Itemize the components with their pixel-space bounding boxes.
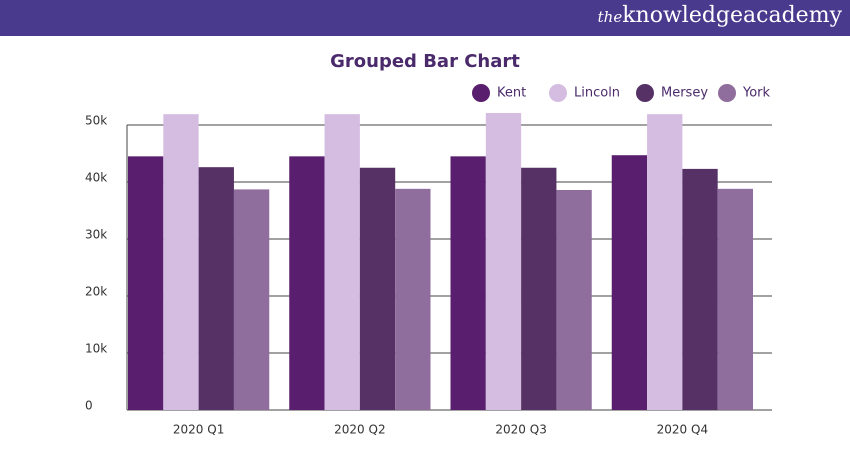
y-tick-label: 50k xyxy=(85,114,107,128)
legend-label: Kent xyxy=(497,86,526,101)
legend-marker xyxy=(549,84,567,102)
bar xyxy=(198,167,234,410)
y-tick-label: 10k xyxy=(85,342,107,356)
bar xyxy=(717,188,753,410)
x-tick-label: 2020 Q4 xyxy=(657,423,708,437)
brand-main: knowledge xyxy=(622,3,744,28)
bar xyxy=(682,168,718,410)
bar xyxy=(611,155,648,410)
brand-suffix: academy xyxy=(743,3,842,28)
bar xyxy=(163,114,199,411)
legend-marker xyxy=(636,84,654,102)
brand-prefix: the xyxy=(597,8,623,26)
x-tick-label: 2020 Q2 xyxy=(334,423,385,437)
y-tick-label: 30k xyxy=(85,228,107,242)
bar xyxy=(289,156,325,410)
x-tick-label: 2020 Q3 xyxy=(495,423,546,437)
bar xyxy=(647,114,683,411)
bar xyxy=(324,114,360,411)
bar xyxy=(450,156,486,410)
x-tick-label: 2020 Q1 xyxy=(173,423,224,437)
bar xyxy=(359,167,396,410)
legend-label: Mersey xyxy=(661,86,708,101)
bar xyxy=(556,189,592,410)
y-tick-label: 20k xyxy=(85,285,107,299)
bar xyxy=(233,189,270,410)
legend-label: Lincoln xyxy=(574,86,620,101)
chart-title: Grouped Bar Chart xyxy=(330,51,520,72)
banner: theknowledgeacademy xyxy=(0,0,850,36)
brand-logo[interactable]: theknowledgeacademy xyxy=(598,3,842,28)
bar xyxy=(485,113,522,410)
bar xyxy=(521,167,557,410)
legend-label: York xyxy=(742,86,771,101)
y-tick-label: 0 xyxy=(85,399,93,413)
bar xyxy=(128,156,164,410)
legend-marker xyxy=(472,84,490,102)
legend-marker xyxy=(718,84,736,102)
y-tick-label: 40k xyxy=(85,171,107,185)
bar xyxy=(395,188,431,410)
